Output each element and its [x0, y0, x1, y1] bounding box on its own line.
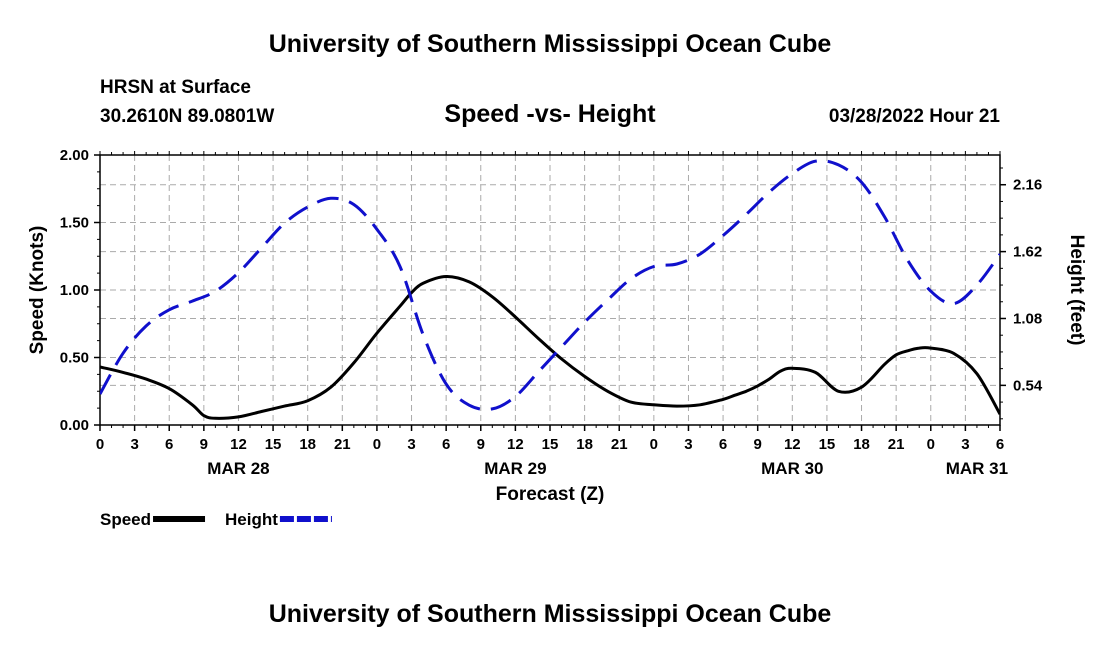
- x-tick-label: 3: [684, 436, 692, 453]
- x-tick-label: 6: [442, 436, 450, 453]
- x-tick-label: 0: [373, 436, 381, 453]
- y-left-axis-title: Speed (Knots): [27, 226, 48, 355]
- x-tick-label: 21: [334, 436, 351, 453]
- x-tick-label: 12: [230, 436, 247, 453]
- x-tick-label: 0: [650, 436, 658, 453]
- x-axis-title: Forecast (Z): [496, 484, 605, 505]
- x-tick-label: 12: [507, 436, 524, 453]
- x-tick-label: 12: [784, 436, 801, 453]
- station-coordinates: 30.2610N 89.0801W: [100, 106, 275, 127]
- x-tick-label: 6: [719, 436, 727, 453]
- y-right-tick-label: 1.62: [1013, 244, 1042, 261]
- x-date-label: MAR 29: [484, 459, 546, 478]
- legend-label-speed: Speed: [100, 510, 151, 529]
- x-tick-label: 9: [477, 436, 485, 453]
- x-tick-label: 15: [265, 436, 282, 453]
- forecast-datetime: 03/28/2022 Hour 21: [828, 106, 1000, 127]
- x-tick-label: 6: [996, 436, 1004, 453]
- x-tick-label: 18: [299, 436, 316, 453]
- x-tick-label: 0: [96, 436, 104, 453]
- y-left-tick-label: 1.00: [60, 282, 89, 299]
- x-tick-label: 3: [407, 436, 415, 453]
- x-tick-label: 6: [165, 436, 173, 453]
- y-right-tick-label: 1.08: [1013, 310, 1042, 327]
- y-right-axis-title: Height (feet): [1066, 235, 1087, 346]
- legend-label-height: Height: [225, 510, 278, 529]
- y-right-tick-label: 2.16: [1013, 177, 1042, 194]
- x-tick-label: 15: [542, 436, 559, 453]
- y-left-tick-label: 1.50: [60, 215, 89, 232]
- x-tick-label: 0: [927, 436, 935, 453]
- y-left-tick-label: 0.00: [60, 417, 89, 434]
- footer-title: University of Southern Mississippi Ocean…: [268, 600, 832, 628]
- chart-subtitle: Speed -vs- Height: [444, 100, 656, 128]
- x-tick-label: 18: [853, 436, 870, 453]
- x-tick-label: 3: [961, 436, 969, 453]
- y-right-tick-label: 0.54: [1013, 377, 1043, 394]
- x-date-label: MAR 30: [761, 459, 823, 478]
- x-tick-label: 15: [819, 436, 836, 453]
- series-line-height: [100, 159, 1000, 411]
- x-tick-label: 21: [611, 436, 628, 453]
- x-tick-label: 18: [576, 436, 593, 453]
- x-tick-label: 9: [200, 436, 208, 453]
- x-date-label: MAR 28: [207, 459, 269, 478]
- main-title: University of Southern Mississippi Ocean…: [268, 30, 832, 58]
- x-tick-label: 21: [888, 436, 905, 453]
- y-left-tick-label: 2.00: [60, 147, 89, 164]
- x-tick-label: 3: [130, 436, 138, 453]
- station-label: HRSN at Surface: [100, 77, 251, 98]
- series-line-speed: [100, 274, 1000, 420]
- x-tick-label: 9: [754, 436, 762, 453]
- y-left-tick-label: 0.50: [60, 350, 89, 367]
- x-date-label: MAR 31: [946, 459, 1008, 478]
